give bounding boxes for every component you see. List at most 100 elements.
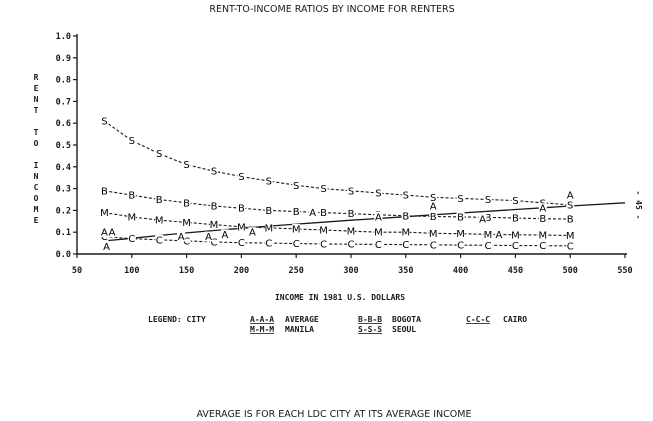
point-manila-bg [100,207,109,218]
point-manila: M [347,227,356,238]
y-axis-label-char: N [34,172,39,181]
chart-title: RENT-TO-INCOME RATIOS BY INCOME FOR RENT… [209,4,454,15]
y-tick-label: 0.3 [56,185,71,195]
point-bogota: B [101,186,108,197]
point-seoul: S [375,188,381,199]
y-axis-label-char: O [34,139,39,148]
point-cairo: C [457,241,464,252]
point-cairo-bg [237,237,246,248]
point-manila-bg [566,230,575,241]
x-axis-label: INCOME IN 1981 U.S. DOLLARS [275,293,405,302]
y-tick-label: 0.9 [56,54,71,64]
point-average-bg [374,211,383,222]
point-manila: M [237,222,246,233]
point-bogota-bg [347,208,355,219]
y-axis-label-char: O [34,194,39,203]
point-cairo: C [348,240,355,251]
point-bogota-bg [484,212,492,223]
y-tick-label: 0.0 [56,250,71,260]
point-average: A [309,208,316,219]
point-seoul: S [512,196,518,207]
legend-label-cairo: CAIRO [503,315,527,324]
legend-label-manila: MANILA [285,325,314,334]
side-page-note: - 45 - [634,191,643,220]
point-manila: M [127,212,136,223]
point-cairo-bg [484,240,492,251]
point-manila: M [182,218,191,229]
footnote: AVERAGE IS FOR EACH LDC CITY AT ITS AVER… [197,409,472,420]
point-average: A [430,202,437,213]
point-cairo-bg [566,240,575,251]
point-average-bg [538,203,547,214]
point-seoul-bg [182,159,191,170]
point-average-bg [177,231,186,242]
point-seoul-bg [566,199,575,210]
point-seoul: S [348,186,354,197]
point-manila: M [210,220,219,231]
point-bogota: B [512,214,519,225]
point-seoul-bg [374,187,383,198]
y-axis-label-char: M [34,205,39,214]
x-tick-label: 300 [343,266,358,276]
point-cairo-bg [347,239,355,250]
point-seoul-bg [100,116,109,127]
y-axis-label-char: N [34,95,39,104]
point-bogota-bg [511,213,520,224]
point-average: A [178,232,185,243]
point-cairo: C [320,239,327,250]
point-average: A [249,228,256,239]
point-cairo-bg [319,238,328,249]
point-cairo-bg [374,239,383,250]
point-cairo-bg [429,239,438,250]
legend-code-average: A-A-A [250,315,274,324]
point-seoul-bg [538,197,547,208]
point-seoul: S [238,172,244,183]
x-tick-label: 350 [398,266,413,276]
legend-label-bogota: BOGOTA [392,315,421,324]
point-cairo: C [539,241,546,252]
point-cairo: C [567,241,574,252]
point-bogota-bg [127,190,136,201]
y-axis-label-char: E [34,216,39,225]
y-tick-label: 0.8 [56,76,71,86]
y-axis-label-char: I [34,161,39,170]
point-average: A [101,228,108,239]
point-manila-bg [210,219,218,230]
point-seoul-bg [210,166,218,177]
point-cairo-bg [292,238,301,249]
point-cairo-bg [511,240,520,251]
series-layer: SSSSSSSSSSSSSSSSSSBBBBBBBBBBBBBBBBBBMMMM… [100,116,626,253]
y-tick-label: 0.4 [56,163,71,173]
y-axis-label-char: R [34,73,39,82]
point-seoul: S [430,193,436,204]
legend-label-seoul: SEOUL [392,325,416,334]
point-bogota-bg [401,210,410,221]
y-axis-label-char: E [34,84,39,93]
legend-title: LEGEND: CITY [148,315,206,324]
point-bogota: B [293,207,300,218]
y-tick-label: 0.5 [56,141,71,151]
point-manila-bg [538,230,547,241]
point-cairo: C [402,240,409,251]
point-bogota: B [567,215,574,226]
y-axis-label-char: T [34,106,39,115]
y-axis-label-char: C [34,183,39,192]
point-cairo: C [238,238,245,249]
point-manila-bg [182,217,191,228]
point-average: A [496,230,503,241]
point-seoul-bg [456,193,465,204]
point-manila-bg [484,229,492,240]
point-average: A [222,230,229,241]
point-average: A [103,242,110,253]
point-cairo-bg [210,237,218,248]
point-average: A [539,204,546,215]
point-average: A [375,212,382,223]
x-tick-label: 100 [124,266,139,276]
point-seoul: S [101,117,107,128]
point-manila: M [429,229,438,240]
point-manila-bg [511,229,520,240]
point-manila: M [401,228,410,239]
point-bogota: B [211,202,218,213]
point-cairo: C [512,241,519,252]
point-average-bg [494,229,503,240]
